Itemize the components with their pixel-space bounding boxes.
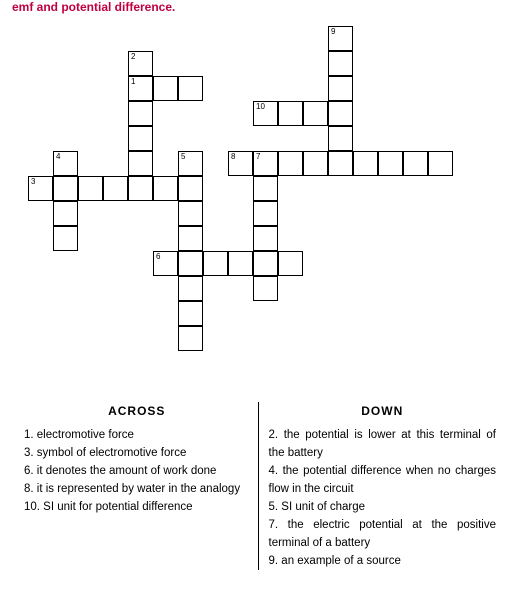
cell-number: 9 (331, 28, 335, 36)
crossword-cell[interactable] (178, 276, 203, 301)
crossword-cell[interactable]: 6 (153, 251, 178, 276)
clue-item: 3. symbol of electromotive force (24, 444, 250, 462)
crossword-cell[interactable] (128, 126, 153, 151)
crossword-cell[interactable] (253, 251, 278, 276)
clue-item: 1. electromotive force (24, 426, 250, 444)
across-column: ACROSS 1. electromotive force3. symbol o… (24, 402, 259, 570)
crossword-cell[interactable] (278, 251, 303, 276)
crossword-cell[interactable] (178, 76, 203, 101)
clue-item: 4. the potential difference when no char… (269, 462, 496, 498)
crossword-cell[interactable] (303, 151, 328, 176)
crossword-cell[interactable] (253, 201, 278, 226)
clue-item: 8. it is represented by water in the ana… (24, 480, 250, 498)
crossword-cell[interactable] (378, 151, 403, 176)
crossword-cell[interactable] (403, 151, 428, 176)
clue-item: 6. it denotes the amount of work done (24, 462, 250, 480)
crossword-cell[interactable] (178, 176, 203, 201)
clue-item: 5. SI unit of charge (269, 498, 496, 516)
crossword-cell[interactable]: 4 (53, 151, 78, 176)
crossword-cell[interactable]: 10 (253, 101, 278, 126)
crossword-cell[interactable] (178, 326, 203, 351)
cell-number: 2 (131, 53, 135, 61)
crossword-cell[interactable] (428, 151, 453, 176)
cell-number: 5 (181, 153, 185, 161)
cell-number: 7 (256, 153, 260, 161)
crossword-cell[interactable] (178, 251, 203, 276)
crossword-cell[interactable] (78, 176, 103, 201)
crossword-cell[interactable] (128, 176, 153, 201)
crossword-cell[interactable] (53, 226, 78, 251)
crossword-cell[interactable] (328, 101, 353, 126)
clue-item: 7. the electric potential at the positiv… (269, 516, 496, 552)
header-fragment: emf and potential difference. (12, 0, 175, 14)
crossword-cell[interactable] (178, 301, 203, 326)
down-column: DOWN 2. the potential is lower at this t… (259, 402, 496, 570)
crossword-cell[interactable] (103, 176, 128, 201)
crossword-cell[interactable]: 8 (228, 151, 253, 176)
cell-number: 1 (131, 78, 135, 86)
down-heading: DOWN (269, 402, 496, 420)
crossword-cell[interactable]: 7 (253, 151, 278, 176)
crossword-cell[interactable] (328, 126, 353, 151)
cell-number: 8 (231, 153, 235, 161)
crossword-cell[interactable] (128, 151, 153, 176)
crossword-cell[interactable] (153, 76, 178, 101)
crossword-cell[interactable] (178, 226, 203, 251)
clue-item: 2. the potential is lower at this termin… (269, 426, 496, 462)
crossword-cell[interactable] (53, 176, 78, 201)
crossword-cell[interactable] (228, 251, 253, 276)
crossword-cell[interactable] (278, 101, 303, 126)
crossword-cell[interactable] (53, 201, 78, 226)
crossword-cell[interactable] (153, 176, 178, 201)
crossword-cell[interactable] (303, 101, 328, 126)
crossword-cell[interactable] (353, 151, 378, 176)
cell-number: 6 (156, 253, 160, 261)
crossword-cell[interactable]: 3 (28, 176, 53, 201)
across-heading: ACROSS (24, 402, 250, 420)
crossword-cell[interactable] (253, 226, 278, 251)
crossword-cell[interactable] (328, 151, 353, 176)
across-list: 1. electromotive force3. symbol of elect… (24, 426, 250, 516)
crossword-cell[interactable]: 1 (128, 76, 153, 101)
crossword-cell[interactable] (253, 176, 278, 201)
crossword-cell[interactable] (203, 251, 228, 276)
crossword-cell[interactable]: 9 (328, 26, 353, 51)
cell-number: 3 (31, 178, 35, 186)
crossword-cell[interactable] (278, 151, 303, 176)
crossword-cell[interactable] (128, 101, 153, 126)
clues-section: ACROSS 1. electromotive force3. symbol o… (24, 402, 496, 570)
crossword-cell[interactable]: 5 (178, 151, 203, 176)
down-list: 2. the potential is lower at this termin… (269, 426, 496, 570)
cell-number: 10 (256, 103, 265, 111)
crossword-cell[interactable] (253, 276, 278, 301)
clue-item: 9. an example of a source (269, 552, 496, 570)
crossword-cell[interactable]: 2 (128, 51, 153, 76)
clue-item: 10. SI unit for potential difference (24, 498, 250, 516)
crossword-cell[interactable] (178, 201, 203, 226)
crossword-cell[interactable] (328, 51, 353, 76)
cell-number: 4 (56, 153, 60, 161)
crossword-cell[interactable] (328, 76, 353, 101)
